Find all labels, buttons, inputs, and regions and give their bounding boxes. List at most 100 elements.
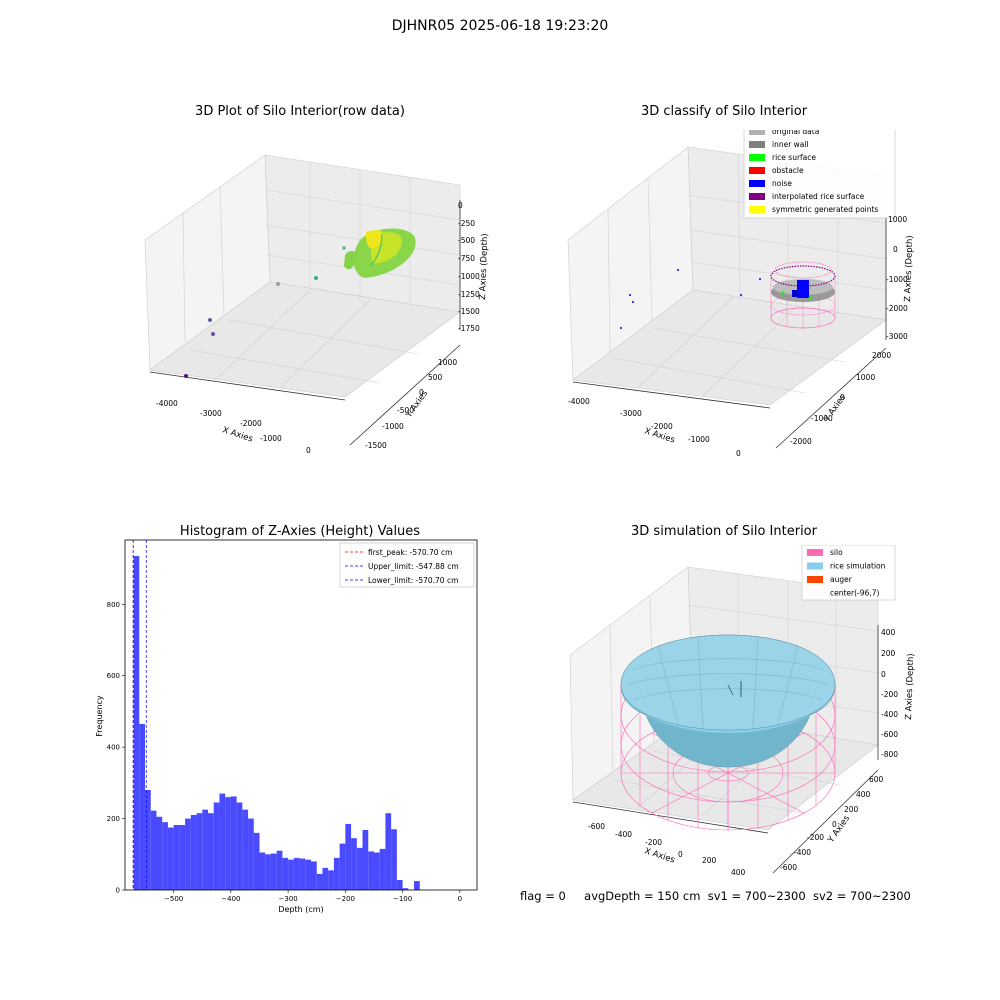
x-tick-label: 0: [306, 446, 311, 455]
raw-point: [342, 246, 346, 250]
legend-label: noise: [772, 179, 792, 188]
raw-x-ticks: -4000 -3000 -2000 -1000 0: [156, 399, 311, 455]
y-tick-label: 0: [116, 887, 120, 895]
z-tick-label: 0: [893, 245, 898, 254]
status-footer: flag = 0 avgDepth = 150 cm sv1 = 700~230…: [520, 889, 911, 903]
x-tick-label: 0: [678, 850, 683, 859]
histogram-bars: [133, 556, 420, 890]
histogram-x-label: Depth (cm): [278, 905, 323, 914]
histogram-bar: [311, 861, 317, 890]
histogram-bar: [351, 838, 357, 890]
histogram-bar: [368, 851, 374, 890]
legend-swatch: [749, 180, 765, 187]
figure-title: DJHNR05 2025-06-18 19:23:20: [391, 18, 609, 34]
classify-noise-points: [620, 269, 761, 329]
x-tick-label: −200: [336, 895, 355, 903]
simulation-3d-plot: silo rice simulation auger center(-96,7) 40…: [569, 545, 916, 877]
x-tick-label: −100: [393, 895, 412, 903]
histogram-bar: [145, 790, 151, 890]
histogram-bar: [167, 827, 174, 890]
raw-point: [184, 374, 188, 378]
simulation-plot-title: 3D simulation of Silo Interior: [631, 524, 817, 539]
histogram-bar: [402, 888, 409, 890]
histogram-legend: first_peak: -570.70 cm Upper_limit: -547.…: [339, 542, 475, 588]
histogram-bar: [173, 825, 180, 890]
histogram-bar: [242, 809, 249, 890]
y-tick-label: 400: [856, 790, 871, 799]
histogram-bar: [276, 850, 283, 890]
legend-label: rice simulation: [830, 562, 886, 571]
legend-label: Lower_limit: -570.70 cm: [368, 576, 458, 585]
y-tick-label: 500: [428, 373, 443, 382]
y-tick-label: -1000: [382, 422, 404, 431]
y-tick-label: 800: [107, 601, 120, 609]
simulation-z-label: Z Axies (Depth): [904, 653, 916, 720]
z-tick-label: -750: [458, 254, 475, 263]
histogram-chart: −500 −400 −300 −200 −100 0 0 200 400 600 800 Dept…: [95, 539, 478, 914]
legend-swatch: [749, 193, 765, 200]
histogram-bar: [322, 867, 329, 890]
noise-point: [759, 278, 761, 280]
histogram-bar: [356, 847, 363, 890]
simulation-x-ticks: -600 -400 -200 0 200 400: [588, 822, 746, 877]
histogram-bar: [385, 813, 392, 890]
legend-swatch: [807, 562, 823, 570]
classify-silo-cylinder: [770, 261, 836, 329]
histogram-bar: [414, 881, 420, 890]
histogram-bar: [270, 853, 277, 890]
z-tick-label: -1000: [886, 275, 908, 284]
legend-swatch: [807, 549, 823, 556]
histogram-y-label: Frequency: [95, 695, 104, 737]
legend-label: interpolated rice surface: [772, 192, 865, 201]
raw-3d-axes-box: [144, 154, 461, 446]
noise-point: [632, 301, 634, 303]
legend-label: first_peak: -570.70 cm: [368, 548, 452, 557]
x-tick-label: -4000: [156, 399, 178, 408]
histogram-bar: [328, 870, 334, 890]
z-tick-label: 1000: [888, 215, 907, 224]
classify-z-ticks: 1000 0 -1000 -2000 -3000: [886, 215, 908, 341]
histogram-bar: [225, 797, 231, 890]
histogram-bar: [202, 809, 208, 890]
y-tick-label: -400: [794, 848, 811, 857]
y-tick-label: -600: [780, 863, 797, 872]
histogram-bar: [293, 857, 300, 890]
classify-y-ticks: 2000 1000 0 -1000 -2000: [790, 351, 891, 446]
raw-x-label: X Axies: [221, 425, 254, 444]
legend-swatch: [749, 130, 765, 135]
legend-swatch: [749, 167, 765, 174]
noise-point: [740, 294, 742, 296]
histogram-bar: [253, 832, 260, 890]
raw-point-cloud: [344, 228, 416, 278]
z-tick-label: -400: [881, 710, 898, 719]
y-tick-label: 2000: [872, 351, 891, 360]
y-tick-label: 1000: [438, 358, 457, 367]
raw-z-ticks: 0 -250 -500 -750 -1000 -1250 -1500 -1750: [458, 201, 480, 333]
classify-y-label: Y Axies: [822, 392, 849, 424]
raw-z-label: Z Axies (Depth): [478, 233, 490, 300]
z-tick-label: 400: [881, 628, 896, 637]
y-tick-label: -500: [397, 406, 414, 415]
y-tick-label: 600: [869, 775, 884, 784]
histogram-bar: [396, 880, 403, 890]
z-tick-label: -3000: [886, 332, 908, 341]
legend-label: obstacle: [772, 166, 804, 175]
histogram-bar: [196, 813, 203, 890]
x-tick-label: 0: [736, 449, 741, 458]
raw-y-label: Y Axies: [404, 388, 431, 420]
x-tick-label: -2000: [651, 422, 673, 431]
histogram-y-ticks: 0 200 400 600 800: [107, 601, 125, 895]
x-tick-label: −400: [221, 895, 240, 903]
y-tick-label: 0: [419, 388, 424, 397]
x-tick-label: -600: [588, 822, 605, 831]
classify-z-label: Z Axies (Depth): [903, 235, 915, 302]
simulation-z-ticks: 400 200 0 -200 -400 -600 -800: [881, 628, 898, 759]
histogram-bar: [282, 857, 289, 890]
histogram-bar: [219, 793, 226, 890]
histogram-bar: [362, 830, 369, 890]
x-tick-label: −500: [164, 895, 183, 903]
noise-point: [677, 269, 679, 271]
y-tick-label: 400: [107, 744, 120, 752]
raw-3d-plot: 0 -250 -500 -750 -1000 -1250 -1500 -1750…: [144, 154, 490, 455]
classify-3d-plot: original data inner wall rice surface obsta…: [567, 130, 915, 458]
